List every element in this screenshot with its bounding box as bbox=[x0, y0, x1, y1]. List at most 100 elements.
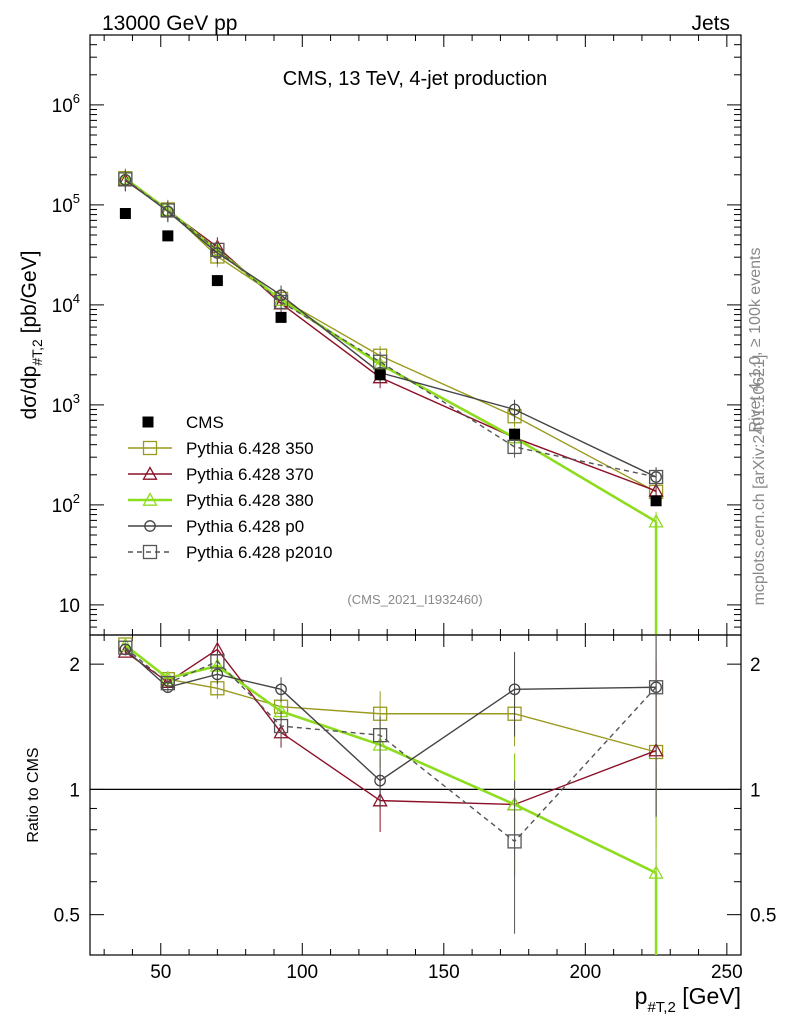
legend-label: Pythia 6.428 p2010 bbox=[186, 543, 333, 562]
series-line-ratio bbox=[124, 648, 657, 806]
ratio-point bbox=[508, 683, 521, 696]
series-line-ratio bbox=[124, 644, 657, 875]
series-1-ratio bbox=[117, 639, 664, 938]
ratio-point bbox=[160, 676, 175, 691]
legend-marker bbox=[142, 466, 158, 480]
series-line-main bbox=[124, 178, 657, 478]
legend-item: Pythia 6.428 350 bbox=[128, 439, 314, 458]
series-line-ratio bbox=[124, 643, 657, 753]
legend-marker bbox=[142, 544, 158, 560]
reference-point bbox=[211, 275, 223, 287]
legend-marker bbox=[142, 492, 158, 506]
reference-point bbox=[162, 230, 174, 242]
legend-item: Pythia 6.428 p2010 bbox=[128, 543, 333, 562]
ratio-panel: Ratio to CMS 50 100 150 200 250 0.5 0.5 1 1 2 2 bbox=[25, 634, 776, 983]
reference-series bbox=[119, 208, 662, 507]
svg-text:p#T,2 [GeV]: p#T,2 [GeV] bbox=[635, 983, 741, 1016]
reference-point bbox=[119, 208, 131, 220]
x-tick-label: 200 bbox=[569, 962, 601, 983]
y-tick-base: 10 bbox=[59, 596, 80, 617]
y-tick-base: 10 bbox=[52, 496, 73, 517]
y-tick-label-ratio: 0.5 bbox=[54, 906, 80, 927]
y-tick-exponent: 2 bbox=[73, 491, 80, 506]
main-panel: CMS, 13 TeV, 4-jet production (CMS_2021_… bbox=[18, 34, 742, 636]
legend-marker bbox=[142, 440, 158, 456]
y-tick-label-main: 106 bbox=[52, 91, 80, 117]
y-tick-label-ratio-right: 2 bbox=[750, 655, 761, 676]
y-tick-base: 10 bbox=[52, 296, 73, 317]
data-point bbox=[372, 354, 388, 369]
data-point bbox=[273, 294, 289, 310]
legend-label: Pythia 6.428 370 bbox=[186, 465, 314, 484]
y-tick-base: 10 bbox=[52, 96, 73, 117]
y-tick-base: 10 bbox=[52, 396, 73, 417]
x-axis-title-suffix: [GeV] bbox=[682, 983, 741, 1009]
legend: CMS Pythia 6.428 350 Pythia 6.428 370 Pythi… bbox=[128, 413, 333, 562]
ratio-point bbox=[507, 834, 522, 849]
y-axis-title-suffix: [pb/GeV] bbox=[18, 250, 41, 333]
x-tick-label: 100 bbox=[286, 962, 318, 983]
y-axis-title-sub: #T,2 bbox=[29, 339, 45, 366]
header-right: Jets bbox=[691, 12, 730, 35]
legend-label: CMS bbox=[186, 413, 224, 432]
legend-item: CMS bbox=[142, 413, 224, 432]
y-tick-label-ratio: 1 bbox=[69, 780, 80, 801]
mcplots-source-label: mcplots.cern.ch [arXiv:2401.10621] bbox=[751, 355, 768, 606]
legend-marker bbox=[144, 520, 156, 532]
y-tick-exponent: 6 bbox=[73, 91, 80, 106]
x-tick-label: 150 bbox=[428, 962, 460, 983]
ratio-point bbox=[275, 683, 287, 696]
y-tick-exponent: 5 bbox=[73, 191, 80, 206]
x-axis-title-sub: #T,2 bbox=[647, 999, 675, 1016]
series-4-main bbox=[118, 169, 664, 488]
legend-item: Pythia 6.428 370 bbox=[128, 465, 314, 484]
reference-point bbox=[650, 495, 662, 507]
data-point bbox=[508, 403, 521, 416]
data-point bbox=[648, 469, 664, 485]
series-line-main bbox=[124, 179, 657, 478]
analysis-id-label: (CMS_2021_I1932460) bbox=[347, 592, 482, 607]
legend-label: Pythia 6.428 p0 bbox=[186, 517, 304, 536]
reference-point bbox=[374, 369, 386, 381]
y-tick-label-main: 104 bbox=[52, 291, 80, 317]
y-axis-title-main: dσ/dp#T,2 [pb/GeV] bbox=[18, 250, 45, 419]
y-tick-label-ratio-right: 1 bbox=[750, 780, 761, 801]
reference-point bbox=[275, 311, 287, 323]
data-point bbox=[160, 203, 175, 218]
ratio-point bbox=[648, 680, 664, 695]
y-tick-label-ratio: 2 bbox=[69, 655, 80, 676]
x-axis-title: p#T,2 [GeV] bbox=[635, 983, 741, 1016]
legend-label: Pythia 6.428 380 bbox=[186, 491, 314, 510]
data-point bbox=[507, 439, 522, 455]
header-left: 13000 GeV pp bbox=[102, 12, 237, 35]
data-point bbox=[118, 172, 133, 187]
rivet-version-label: Rivet 4.1.0, ≥ 100k events bbox=[747, 248, 764, 433]
y-tick-label-main: 105 bbox=[52, 191, 80, 217]
y-tick-label-main: 103 bbox=[52, 391, 80, 417]
series-4-ratio bbox=[118, 635, 664, 934]
y-tick-label-main: 10 bbox=[59, 596, 80, 617]
x-tick-label: 50 bbox=[150, 962, 171, 983]
y-tick-base: 10 bbox=[52, 196, 73, 217]
ratio-point bbox=[273, 718, 289, 734]
ratio-point bbox=[118, 640, 133, 655]
y-tick-label-main: 102 bbox=[52, 491, 80, 517]
y-axis-title-ratio: Ratio to CMS bbox=[25, 747, 42, 842]
legend-item: Pythia 6.428 p0 bbox=[128, 517, 304, 536]
reference-point bbox=[509, 428, 521, 440]
plot-title: CMS, 13 TeV, 4-jet production bbox=[283, 68, 548, 90]
legend-label: Pythia 6.428 350 bbox=[186, 439, 314, 458]
y-tick-label-ratio-right: 0.5 bbox=[750, 906, 776, 927]
y-tick-exponent: 4 bbox=[73, 291, 80, 306]
x-tick-label: 250 bbox=[711, 962, 743, 983]
x-axis-title-prefix: p bbox=[635, 983, 648, 1009]
main-axis-ticks bbox=[90, 34, 741, 636]
ratio-point bbox=[210, 654, 225, 669]
ratio-point bbox=[372, 728, 388, 743]
legend-item: Pythia 6.428 380 bbox=[128, 491, 314, 510]
legend-marker bbox=[142, 416, 154, 428]
y-axis-title-prefix: dσ/dp bbox=[18, 366, 41, 420]
data-point bbox=[210, 242, 225, 258]
y-tick-exponent: 3 bbox=[73, 391, 80, 406]
